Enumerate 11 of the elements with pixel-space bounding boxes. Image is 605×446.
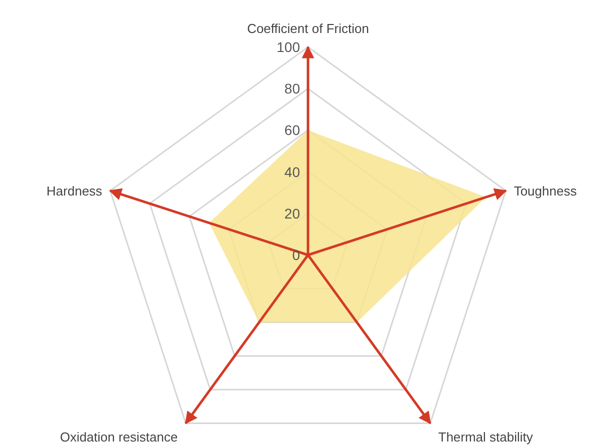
spoke-label: Hardness (46, 184, 103, 199)
y-tick-label: 60 (284, 122, 300, 138)
spoke-label: Coefficient of Friction (247, 21, 369, 36)
spoke-label: Oxidation resistance (60, 429, 178, 444)
spoke-label: Thermal stability (438, 429, 534, 444)
spoke-label: Toughness (514, 184, 578, 199)
y-tick-label: 40 (284, 164, 300, 180)
y-tick-label: 100 (276, 39, 300, 55)
y-tick-label: 80 (284, 80, 300, 97)
y-tick-label: 20 (284, 205, 300, 222)
y-tick-label: 0 (292, 247, 300, 263)
